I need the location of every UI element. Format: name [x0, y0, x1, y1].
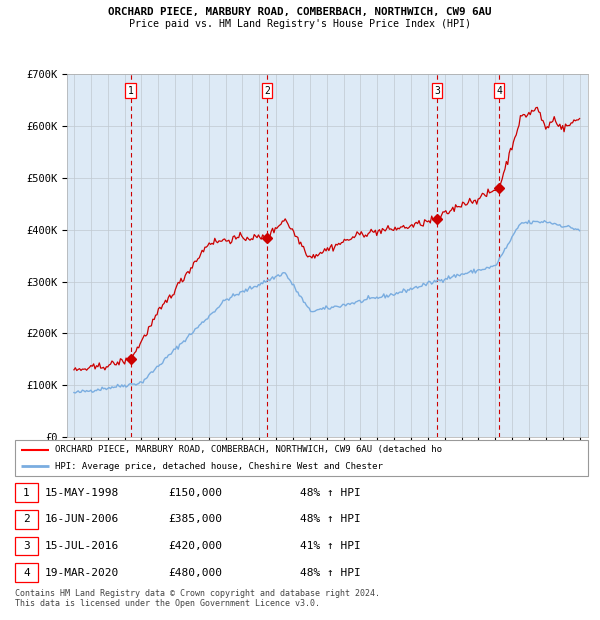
- Text: 4: 4: [23, 567, 30, 578]
- Text: 48% ↑ HPI: 48% ↑ HPI: [300, 487, 361, 498]
- Text: Contains HM Land Registry data © Crown copyright and database right 2024.
This d: Contains HM Land Registry data © Crown c…: [15, 589, 380, 608]
- Text: 15-MAY-1998: 15-MAY-1998: [45, 487, 119, 498]
- Text: 48% ↑ HPI: 48% ↑ HPI: [300, 567, 361, 578]
- Text: 16-JUN-2006: 16-JUN-2006: [45, 514, 119, 525]
- Text: 3: 3: [23, 541, 30, 551]
- Text: ORCHARD PIECE, MARBURY ROAD, COMBERBACH, NORTHWICH, CW9 6AU: ORCHARD PIECE, MARBURY ROAD, COMBERBACH,…: [108, 7, 492, 17]
- Text: 2: 2: [23, 514, 30, 525]
- Text: 4: 4: [496, 86, 502, 95]
- Text: 1: 1: [128, 86, 134, 95]
- Text: HPI: Average price, detached house, Cheshire West and Chester: HPI: Average price, detached house, Ches…: [55, 462, 383, 471]
- Text: 48% ↑ HPI: 48% ↑ HPI: [300, 514, 361, 525]
- Text: £480,000: £480,000: [168, 567, 222, 578]
- Text: ORCHARD PIECE, MARBURY ROAD, COMBERBACH, NORTHWICH, CW9 6AU (detached ho: ORCHARD PIECE, MARBURY ROAD, COMBERBACH,…: [55, 445, 442, 454]
- Text: 2: 2: [264, 86, 270, 95]
- Text: £150,000: £150,000: [168, 487, 222, 498]
- Text: Price paid vs. HM Land Registry's House Price Index (HPI): Price paid vs. HM Land Registry's House …: [129, 19, 471, 29]
- Text: £420,000: £420,000: [168, 541, 222, 551]
- Text: £385,000: £385,000: [168, 514, 222, 525]
- Text: 19-MAR-2020: 19-MAR-2020: [45, 567, 119, 578]
- Text: 15-JUL-2016: 15-JUL-2016: [45, 541, 119, 551]
- Text: 3: 3: [434, 86, 440, 95]
- Text: 41% ↑ HPI: 41% ↑ HPI: [300, 541, 361, 551]
- Text: 1: 1: [23, 487, 30, 498]
